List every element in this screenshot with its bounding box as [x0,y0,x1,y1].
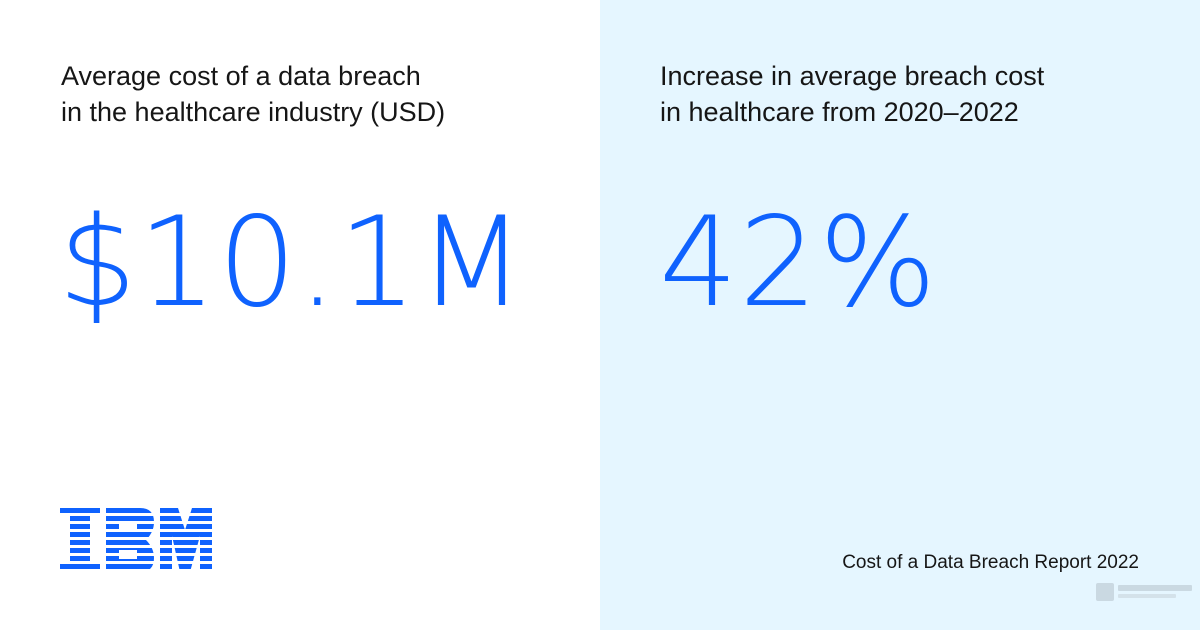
increase-value: 42% [659,191,938,335]
increase-label-line-1: Increase in average breach cost [660,61,1045,91]
cost-label: Average cost of a data breach in the hea… [61,58,445,130]
cost-panel: Average cost of a data breach in the hea… [58,58,526,577]
watermark-icon [1096,583,1192,601]
ibm-logo-icon [60,508,212,577]
increase-label-line-2: in healthcare from 2020–2022 [660,97,1019,127]
increase-panel: Increase in average breach cost in healt… [600,0,1200,630]
cost-value: $10.1M [58,191,526,335]
cost-label-line-1: Average cost of a data breach [61,61,421,91]
cost-label-line-2: in the healthcare industry (USD) [61,97,446,127]
increase-label: Increase in average breach cost in healt… [660,58,1044,130]
source-caption: Cost of a Data Breach Report 2022 [842,552,1139,573]
